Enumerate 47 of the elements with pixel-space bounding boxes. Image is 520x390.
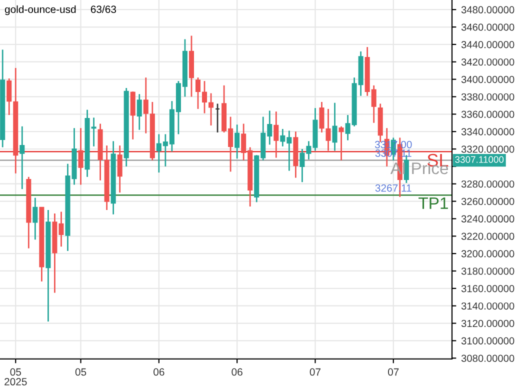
candlestick bbox=[6, 78, 12, 116]
candlestick bbox=[78, 127, 84, 186]
y-tick-label: 3160.00000 bbox=[461, 285, 514, 292]
x-tick-label: 05 2025 bbox=[4, 368, 27, 386]
y-tick-label: 3340.00000 bbox=[461, 128, 514, 136]
y-tick-label: 3100.00000 bbox=[461, 337, 514, 344]
text: 3307.11000 bbox=[455, 156, 504, 163]
y-tick-label: 3220.00000 bbox=[461, 232, 514, 240]
y-tick-label: 3440.00000 bbox=[461, 41, 514, 48]
x-tick-label: 07 bbox=[310, 368, 320, 376]
candlestick bbox=[234, 124, 240, 160]
y-tick-label: 3280.00000 bbox=[461, 180, 514, 188]
candlestick bbox=[319, 101, 324, 134]
x-tick-label: 05 bbox=[75, 368, 86, 376]
candlestick bbox=[332, 102, 338, 152]
y-tick-label: 3180.00000 bbox=[461, 268, 514, 275]
y-tick-label: 3200.00000 bbox=[461, 250, 514, 258]
y-tick-label: 3400.00000 bbox=[461, 76, 514, 84]
candlestick bbox=[338, 126, 344, 162]
candlestick bbox=[274, 110, 279, 158]
y-tick-label: 3080.00000 bbox=[461, 354, 514, 362]
y-tick-label: 3260.00000 bbox=[461, 198, 514, 206]
candlestick bbox=[130, 90, 136, 140]
y-tick-label: 3420.00000 bbox=[461, 58, 514, 66]
y-tick-label: 3360.00000 bbox=[461, 110, 514, 118]
candlestick bbox=[202, 80, 208, 114]
x-tick-label: 06 bbox=[154, 368, 164, 376]
annotation: 3307.11 bbox=[375, 149, 412, 157]
candlestick bbox=[208, 92, 214, 126]
y-tick-label: 3120.00000 bbox=[461, 320, 514, 328]
y-tick-label: 3480.00000 bbox=[461, 6, 514, 14]
y-tick-label: 3460.00000 bbox=[461, 24, 514, 31]
candlestick bbox=[20, 126, 25, 190]
candlestick bbox=[195, 76, 201, 110]
y-tick-label: 3320.00000 bbox=[461, 146, 514, 153]
chart-subtitle: 63/63 bbox=[90, 5, 116, 14]
x-tick-label: 07 bbox=[388, 368, 399, 376]
y-tick-label: 3380.00000 bbox=[461, 93, 514, 100]
candlestick bbox=[136, 93, 142, 131]
y-tick-label: 3240.00000 bbox=[461, 215, 514, 222]
candlestick bbox=[117, 144, 122, 194]
candlestick bbox=[32, 197, 38, 240]
chart-title: gold-ounce-usd bbox=[4, 5, 76, 16]
candlestick bbox=[326, 108, 331, 152]
y-tick-label: 3140.00000 bbox=[461, 302, 514, 310]
x-tick-label: 06 bbox=[232, 368, 242, 376]
ref-line-label: TP1 bbox=[418, 197, 448, 209]
